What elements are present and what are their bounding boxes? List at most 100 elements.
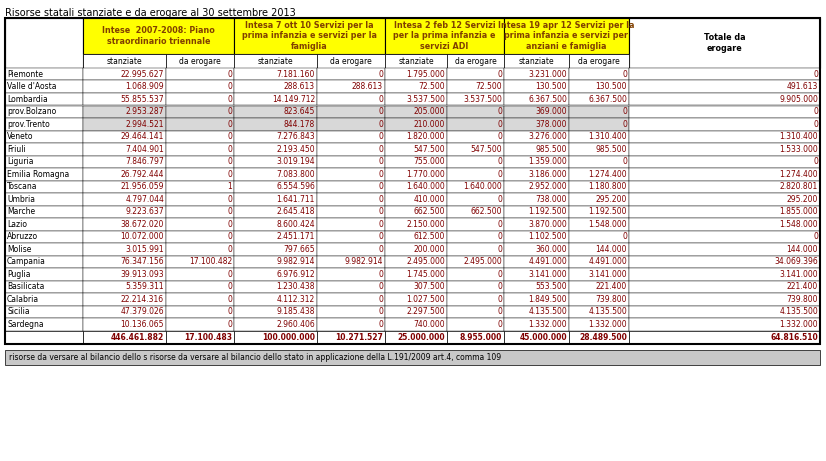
Bar [317, 106, 385, 118]
Bar [385, 155, 447, 168]
Text: prov.Trento: prov.Trento [7, 120, 50, 129]
Text: 0: 0 [622, 120, 627, 129]
Text: 1: 1 [227, 182, 232, 191]
Bar [447, 118, 504, 130]
Text: 210.000: 210.000 [414, 120, 445, 129]
Text: 45.000.000: 45.000.000 [520, 332, 567, 342]
Text: 76.347.156: 76.347.156 [121, 257, 164, 266]
Bar [83, 230, 166, 243]
Text: 9.185.438: 9.185.438 [277, 307, 315, 316]
Bar [504, 106, 569, 118]
Text: 1.820.000: 1.820.000 [406, 132, 445, 141]
Bar [166, 106, 234, 118]
Text: 1.770.000: 1.770.000 [406, 170, 445, 179]
Text: 1.548.000: 1.548.000 [588, 220, 627, 229]
Bar [5, 143, 83, 155]
Text: 0: 0 [378, 157, 383, 166]
Text: 662.500: 662.500 [471, 207, 502, 216]
Bar [83, 318, 166, 331]
Bar [447, 93, 504, 106]
Bar [447, 130, 504, 143]
Text: 3.141.000: 3.141.000 [588, 270, 627, 279]
Text: prov.Bolzano: prov.Bolzano [7, 107, 56, 116]
Text: 7.276.843: 7.276.843 [277, 132, 315, 141]
Bar [504, 230, 569, 243]
Text: 0: 0 [497, 270, 502, 279]
Bar [447, 255, 504, 268]
Text: 1.192.500: 1.192.500 [588, 207, 627, 216]
Text: 2.952.000: 2.952.000 [529, 182, 567, 191]
Text: 755.000: 755.000 [413, 157, 445, 166]
Bar [569, 268, 629, 280]
Bar [504, 280, 569, 293]
Bar [166, 255, 234, 268]
Bar [83, 54, 166, 68]
Bar [83, 181, 166, 193]
Bar [234, 143, 317, 155]
Text: 1.855.000: 1.855.000 [780, 207, 818, 216]
Bar [447, 318, 504, 331]
Bar [83, 218, 166, 230]
Bar [447, 306, 504, 318]
Text: 2.820.801: 2.820.801 [780, 182, 818, 191]
Bar [166, 155, 234, 168]
Text: stanziate: stanziate [398, 57, 434, 65]
Bar [504, 243, 569, 255]
Text: 205.000: 205.000 [414, 107, 445, 116]
Bar [629, 106, 820, 118]
Text: Umbria: Umbria [7, 195, 35, 204]
Bar [234, 268, 317, 280]
Text: 3.870.000: 3.870.000 [529, 220, 567, 229]
Bar [83, 81, 166, 93]
Bar [5, 280, 83, 293]
Bar [385, 143, 447, 155]
Bar [385, 243, 447, 255]
Bar [504, 130, 569, 143]
Bar [504, 143, 569, 155]
Bar [317, 268, 385, 280]
Bar [234, 293, 317, 306]
Text: 0: 0 [227, 320, 232, 329]
Text: 10.136.065: 10.136.065 [121, 320, 164, 329]
Text: Abruzzo: Abruzzo [7, 232, 38, 241]
Bar [504, 331, 569, 343]
Bar [629, 68, 820, 81]
Text: 740.000: 740.000 [413, 320, 445, 329]
Text: 4.135.500: 4.135.500 [529, 307, 567, 316]
Text: Friuli: Friuli [7, 145, 26, 154]
Text: 1.192.500: 1.192.500 [529, 207, 567, 216]
Bar [385, 280, 447, 293]
Text: 547.500: 547.500 [470, 145, 502, 154]
Bar [385, 331, 447, 343]
Text: 0: 0 [497, 232, 502, 241]
Text: 491.613: 491.613 [786, 82, 818, 91]
Text: 6.367.500: 6.367.500 [588, 95, 627, 104]
Bar [234, 230, 317, 243]
Bar [385, 306, 447, 318]
Bar [234, 181, 317, 193]
Bar [5, 318, 83, 331]
Text: Intese  2007-2008: Piano
straordinario triennale: Intese 2007-2008: Piano straordinario tr… [102, 26, 215, 46]
Text: 2.495.000: 2.495.000 [463, 257, 502, 266]
Bar [569, 331, 629, 343]
Text: 0: 0 [227, 70, 232, 79]
Text: Lombardia: Lombardia [7, 95, 48, 104]
Text: 2.645.418: 2.645.418 [277, 207, 315, 216]
Bar [234, 280, 317, 293]
Bar [166, 293, 234, 306]
Bar [629, 168, 820, 181]
Bar [234, 130, 317, 143]
Bar [166, 306, 234, 318]
Bar [569, 93, 629, 106]
Text: 2.150.000: 2.150.000 [406, 220, 445, 229]
Bar [385, 318, 447, 331]
Bar [385, 168, 447, 181]
Bar [569, 68, 629, 81]
Text: 0: 0 [497, 320, 502, 329]
Bar [166, 143, 234, 155]
Bar [317, 218, 385, 230]
Text: 0: 0 [378, 120, 383, 129]
Bar [629, 93, 820, 106]
Text: 21.956.059: 21.956.059 [121, 182, 164, 191]
Bar [569, 293, 629, 306]
